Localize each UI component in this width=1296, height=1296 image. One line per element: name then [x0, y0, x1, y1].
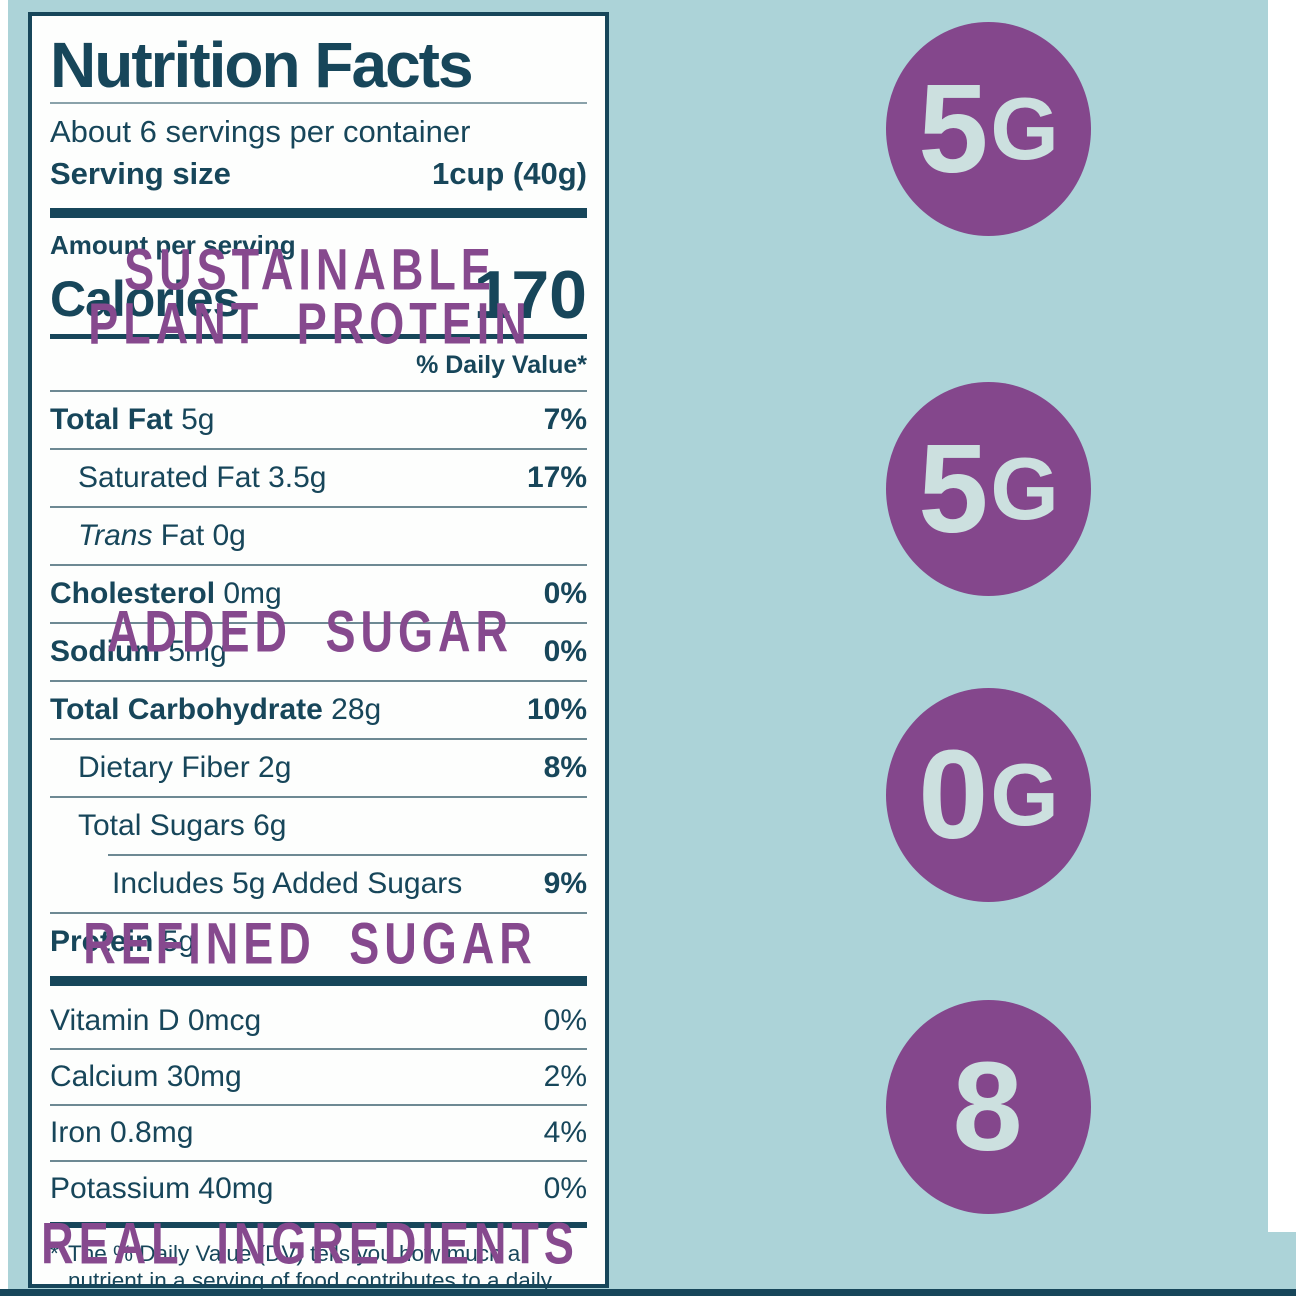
nutrient-row-cholesterol: Cholesterol 0mg 0% — [50, 566, 587, 622]
nutrient-row-sodium: Sodium 5mg 0% — [50, 624, 587, 680]
real-ingredients-badge-circle: 8 — [886, 1000, 1091, 1214]
nutrient-row-total-fat: Total Fat 5g 7% — [50, 392, 587, 448]
right-margin — [1268, 0, 1296, 1232]
nutrient-name: Cholesterol — [50, 576, 216, 610]
nutrient-row-trans-fat: Trans Fat 0g — [50, 508, 587, 564]
nutrient-amount: 5mg — [160, 634, 227, 668]
nutrient-name-italic: Trans — [78, 518, 153, 552]
micronutrient-name: Vitamin D 0mcg — [50, 1003, 262, 1037]
micronutrient-dv: 0% — [543, 1171, 587, 1205]
divider — [50, 102, 587, 104]
divider — [50, 1103, 587, 1106]
badge-number: 5 — [918, 58, 988, 199]
divider — [50, 389, 587, 392]
divider — [50, 621, 587, 624]
divider — [50, 737, 587, 740]
nutrition-facts-label: Nutrition Facts About 6 servings per con… — [28, 12, 609, 1296]
nutrient-row-total-sugars: Total Sugars 6g — [50, 798, 587, 854]
micronutrient-dv: 0% — [543, 1003, 587, 1037]
micronutrient-row-calcium: Calcium 30mg 2% — [50, 1050, 587, 1104]
serving-size-row: Serving size 1cup (40g) — [50, 156, 587, 192]
protein-badge-label-line2: PLANT PROTEIN — [88, 290, 532, 357]
nutrient-row-dietary-fiber: Dietary Fiber 2g 8% — [50, 740, 587, 796]
servings-per-container: About 6 servings per container — [50, 114, 471, 149]
label-title: Nutrition Facts — [50, 29, 474, 101]
bottom-edge-strip — [0, 1289, 1296, 1296]
nutrient-row-protein: Protein 5g — [50, 914, 587, 970]
medium-rule — [50, 1221, 587, 1228]
nutrient-amount: 5g — [172, 402, 215, 436]
nutrient-dv: 0% — [543, 634, 587, 668]
serving-size-value: 1cup (40g) — [431, 156, 587, 191]
protein-badge-label-line1: SUSTAINABLE — [124, 236, 496, 303]
nutrient-name: Protein — [50, 924, 154, 958]
badge-number: 0 — [918, 724, 988, 865]
micronutrient-name: Potassium 40mg — [50, 1171, 274, 1205]
protein-badge-circle: 5 G — [886, 22, 1091, 236]
divider — [50, 679, 587, 682]
real-ingredients-badge-label: REAL INGREDIENTS — [41, 1210, 579, 1277]
footnote-asterisk: * — [50, 1240, 59, 1266]
micronutrient-name: Iron 0.8mg — [50, 1115, 194, 1149]
nutrient-name: Total Fat — [50, 402, 173, 436]
badge-unit: G — [990, 79, 1059, 178]
nutrient-name: Includes 5g Added Sugars — [112, 866, 463, 900]
micronutrient-section: Vitamin D 0mcg 0% Calcium 30mg 2% Iron 0… — [50, 994, 587, 1216]
nutrient-row-added-sugars: Includes 5g Added Sugars 9% — [50, 856, 587, 912]
nutrient-dv: 0% — [543, 576, 587, 610]
badge-unit: G — [990, 439, 1059, 538]
nutrient-dv: 9% — [543, 866, 587, 900]
daily-value-header: % Daily Value* — [416, 350, 587, 379]
nutrient-dv: 8% — [543, 750, 587, 784]
calories-value: 170 — [473, 257, 587, 333]
nutrient-dv: 7% — [543, 402, 587, 436]
calories-row: Calories 170 — [50, 257, 587, 333]
nutrient-name: Dietary Fiber 2g — [78, 750, 292, 784]
micronutrient-row-potassium: Potassium 40mg 0% — [50, 1162, 587, 1216]
medium-rule — [50, 333, 587, 339]
nutrient-dv: 10% — [526, 692, 587, 726]
amount-per-serving: Amount per serving — [50, 230, 296, 260]
thick-rule — [50, 208, 587, 218]
refined-sugar-badge-circle: 0 G — [886, 688, 1091, 902]
nutrient-dv: 17% — [526, 460, 587, 494]
divider — [50, 563, 587, 566]
divider — [50, 911, 587, 914]
nutrient-amount: 28g — [322, 692, 382, 726]
added-sugar-badge-circle: 5 G — [886, 382, 1091, 596]
badge-number: 8 — [952, 1036, 1022, 1177]
nutrient-amount: 5g — [153, 924, 196, 958]
micronutrient-dv: 4% — [543, 1115, 587, 1149]
footnote-text: The % Daily Value (DV) tells you how muc… — [68, 1240, 553, 1296]
left-margin — [0, 0, 8, 1296]
calories-label: Calories — [50, 270, 240, 327]
nutrient-amount: Fat 0g — [152, 518, 246, 552]
nutrient-row-total-carbohydrate: Total Carbohydrate 28g 10% — [50, 682, 587, 738]
nutrient-amount: 0mg — [215, 576, 282, 610]
micronutrient-dv: 2% — [543, 1059, 587, 1093]
nutrient-name: Sodium — [50, 634, 160, 668]
nutrient-name: Total Carbohydrate — [50, 692, 323, 726]
divider — [50, 447, 587, 450]
refined-sugar-badge-label: REFINED SUGAR — [83, 910, 537, 977]
serving-size-label: Serving size — [50, 156, 231, 191]
divider — [50, 505, 587, 508]
divider — [50, 1047, 587, 1050]
badge-unit: G — [990, 745, 1059, 844]
indented-divider — [108, 853, 587, 856]
nutrient-name: Saturated Fat 3.5g — [78, 460, 327, 494]
nutrient-row-saturated-fat: Saturated Fat 3.5g 17% — [50, 450, 587, 506]
nutrient-name: Total Sugars 6g — [78, 808, 287, 842]
divider — [50, 1159, 587, 1162]
footnote: * The % Daily Value (DV) tells you how m… — [50, 1240, 587, 1296]
micronutrient-row-vitamin-d: Vitamin D 0mcg 0% — [50, 994, 587, 1048]
added-sugar-badge-label: ADDED SUGAR — [106, 598, 514, 665]
badge-number: 5 — [918, 418, 988, 559]
micronutrient-row-iron: Iron 0.8mg 4% — [50, 1106, 587, 1160]
thick-rule — [50, 975, 587, 986]
micronutrient-name: Calcium 30mg — [50, 1059, 242, 1093]
divider — [50, 795, 587, 798]
